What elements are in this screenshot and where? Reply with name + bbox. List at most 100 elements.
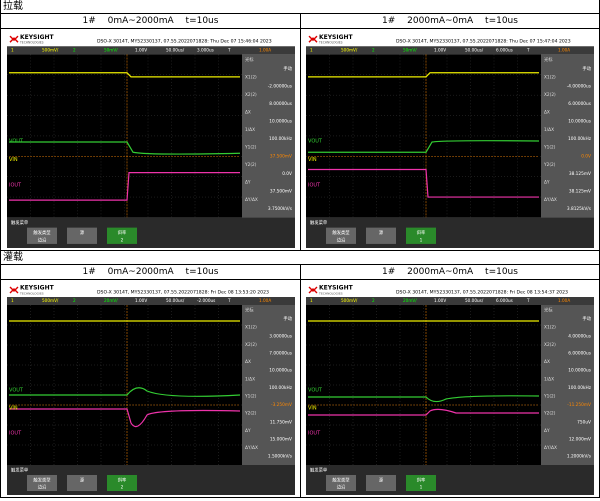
waveform [308, 408, 539, 416]
panel-item: ΔY [245, 428, 251, 434]
scope-header: DSO-X 3014T, MY52330137, 07.55.202207182… [396, 39, 571, 45]
side-panel [541, 305, 594, 465]
panel-item: 12.000mV [569, 437, 591, 443]
softkey: 1 [420, 485, 423, 491]
toolbar-item: 1.00A [259, 48, 271, 53]
softkey-button [406, 227, 436, 244]
channel-label: VOUT [308, 388, 323, 394]
softkey: 触发菜单 [310, 467, 328, 474]
brand: KEYSIGHT [319, 34, 353, 41]
panel-item: X2(2) [544, 92, 556, 98]
panel-item: 6.00000us [568, 101, 591, 107]
panel-item: Y2(2) [244, 162, 257, 168]
brand: KEYSIGHT [20, 34, 54, 41]
toolbar-item: 1 [11, 48, 14, 53]
screenshot: KEYSIGHT TECHNOLOGIES DSO-X 3014T, MY52330… [301, 29, 599, 251]
softkey: 2 [120, 485, 123, 491]
toolbar-item: 1 [310, 298, 313, 303]
logo [9, 35, 18, 43]
panel-item: 1.5000kV/s [267, 454, 292, 460]
panel-item: Y1(2) [543, 394, 556, 400]
softkey-button [106, 227, 137, 244]
panel-item: ΔY/ΔX [544, 197, 557, 203]
toolbar-item: 6.000us [496, 48, 513, 53]
brand-sub: TECHNOLOGIES [19, 292, 44, 296]
panel-item: 100.00kHz [269, 136, 293, 142]
toolbar-item: 50.00us/ [465, 298, 484, 303]
panel-item: 0.0V [581, 153, 591, 159]
waveform [8, 408, 240, 428]
panel-item: 100.00kHz [568, 136, 592, 142]
toolbar-item: 2 [372, 298, 375, 303]
screenshot: KEYSIGHT TECHNOLOGIES DSO-X 3014T, MY52330… [301, 280, 599, 498]
softkey: 触发菜单 [310, 219, 328, 226]
channel-label: VIN [308, 406, 317, 412]
side-panel [241, 305, 295, 465]
panel-item: 10.0000us [269, 368, 292, 374]
softkey: 触发菜单 [11, 219, 29, 226]
toolbar-item: 20mV/ [104, 298, 118, 303]
softkey: 斜率 [417, 477, 426, 484]
channel-label: VIN [9, 157, 18, 163]
toolbar-item: 1 [310, 48, 313, 53]
table-cell: 1# 2000mA~0mA t=10us KEYSIGHT TECHNOLOGIES… [300, 265, 599, 497]
toolbar-item: T [526, 298, 530, 303]
panel-item: -11.250mV [567, 402, 591, 408]
channel-label: VIN [308, 157, 317, 163]
panel-item: 7.00000us [269, 351, 292, 357]
waveform [308, 140, 540, 153]
softkey: 源 [79, 477, 84, 484]
side-panel [241, 54, 295, 218]
toolbar-item: 50.00us/ [166, 48, 185, 53]
softkey: 源 [79, 229, 84, 236]
scope-header: DSO-X 3014T, MY52330137, 07.55.202207182… [396, 290, 568, 296]
panel-item: 手动 [283, 315, 292, 322]
softkey-button [366, 475, 396, 491]
panel-item: 15.000mV [269, 437, 291, 443]
toolbar-item: 50.00us/ [166, 298, 185, 303]
panel-item: 100.00kHz [268, 385, 292, 391]
panel-item: 手动 [582, 65, 591, 72]
screenshot: KEYSIGHT TECHNOLOGIES DSO-X 3014T, MY52330… [1, 280, 300, 498]
brand: KEYSIGHT [20, 285, 55, 292]
cell-caption: 1# 2000mA~0mA t=10us [301, 14, 599, 29]
panel-item: 750uV [577, 419, 591, 425]
panel-item: ΔX [245, 110, 251, 116]
table-row: 1# 0mA~2000mA t=10us KEYSIGHT TECHNOLOGIES… [0, 264, 600, 498]
table-cell: 1# 2000mA~0mA t=10us KEYSIGHT TECHNOLOGIES… [300, 14, 599, 250]
section-title: 拉载 [0, 0, 600, 13]
toolbar-item: 500mV/ [341, 298, 358, 303]
table-row: 1# 0mA~2000mA t=10us KEYSIGHT TECHNOLOGIES… [0, 13, 600, 251]
panel-item: 光标 [544, 307, 553, 314]
toolbar-item: 1 [11, 298, 14, 303]
softkey-button [326, 227, 356, 244]
panel-item: ΔY/ΔX [544, 445, 557, 451]
toolbar [6, 297, 295, 305]
cell-caption: 1# 0mA~2000mA t=10us [1, 265, 300, 280]
toolbar-item: 20mV/ [403, 298, 417, 303]
scope-header: DSO-X 3014T, MY52330137, 07.55.202207182… [97, 39, 272, 45]
panel-item: ΔX [544, 110, 550, 116]
softkey-button [26, 475, 57, 491]
softkey-button [406, 475, 436, 491]
screenshot: KEYSIGHT TECHNOLOGIES DSO-X 3014T, MY52330… [1, 29, 300, 251]
waveform [8, 387, 240, 397]
softkey: 触发类型 [33, 229, 51, 236]
toolbar-item: 2 [372, 48, 375, 53]
logo [9, 286, 18, 294]
panel-item: 1/ΔX [245, 127, 255, 133]
channel-label: IOUT [9, 182, 22, 188]
softkey: 斜率 [117, 477, 126, 484]
softkey-button [26, 227, 57, 244]
softkey-button [106, 475, 137, 491]
toolbar-item: 2 [73, 48, 76, 53]
scope-header: DSO-X 3014T, MY52330137, 07.55.202207182… [97, 290, 269, 296]
panel-item: ΔX [245, 359, 251, 365]
panel-item: X1(2) [245, 75, 257, 81]
softkey: 触发类型 [33, 477, 51, 484]
waveform [308, 395, 540, 403]
